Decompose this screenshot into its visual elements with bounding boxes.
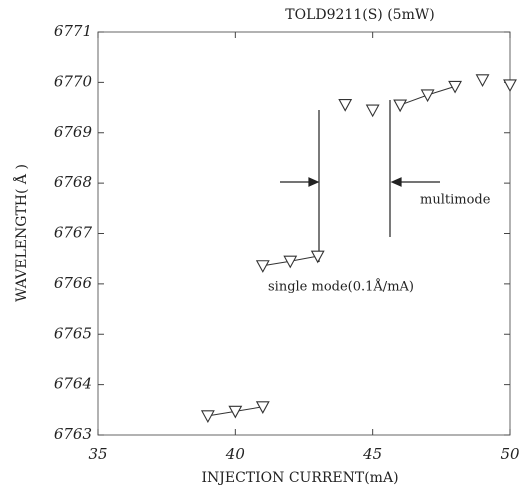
y-tick-label: 6767 bbox=[54, 224, 93, 242]
annotation: multimode bbox=[420, 193, 491, 208]
arrow-head bbox=[308, 177, 320, 187]
data-point bbox=[420, 89, 435, 103]
y-tick-label: 6766 bbox=[54, 274, 93, 292]
annotation-arrows bbox=[280, 100, 440, 262]
data-point bbox=[228, 405, 243, 419]
data-point bbox=[448, 80, 462, 94]
x-axis-label: INJECTION CURRENT(mA) bbox=[201, 470, 398, 486]
x-tick-label: 35 bbox=[88, 445, 107, 463]
y-tick-label: 6768 bbox=[54, 173, 92, 191]
data-point bbox=[255, 401, 270, 414]
x-tick-label: 40 bbox=[225, 445, 246, 463]
annotation: single mode(0.1Å/mA) bbox=[268, 279, 414, 295]
data-point bbox=[255, 260, 270, 273]
y-tick-label: 6769 bbox=[54, 123, 93, 141]
y-axis-label: WAVELENGTH( Å ) bbox=[12, 164, 30, 302]
data-point bbox=[310, 250, 325, 264]
y-tick-label: 6770 bbox=[54, 72, 93, 90]
plot-frame bbox=[97, 31, 511, 436]
data-point bbox=[475, 74, 490, 88]
y-tick-label: 6771 bbox=[54, 22, 92, 40]
data-point bbox=[200, 410, 215, 424]
arrow-head bbox=[390, 177, 402, 187]
data-point bbox=[338, 98, 353, 112]
x-tick-label: 45 bbox=[362, 445, 382, 463]
x-tick-label: 50 bbox=[500, 445, 520, 463]
y-tick-label: 6764 bbox=[54, 375, 92, 393]
data-point bbox=[365, 104, 380, 118]
y-tick-label: 6765 bbox=[54, 324, 92, 342]
data-point bbox=[393, 99, 408, 113]
data-point bbox=[503, 79, 517, 93]
data-point bbox=[283, 255, 298, 269]
y-tick-label: 6763 bbox=[54, 425, 92, 443]
chart-title: TOLD9211(S) (5mW) bbox=[285, 7, 434, 23]
